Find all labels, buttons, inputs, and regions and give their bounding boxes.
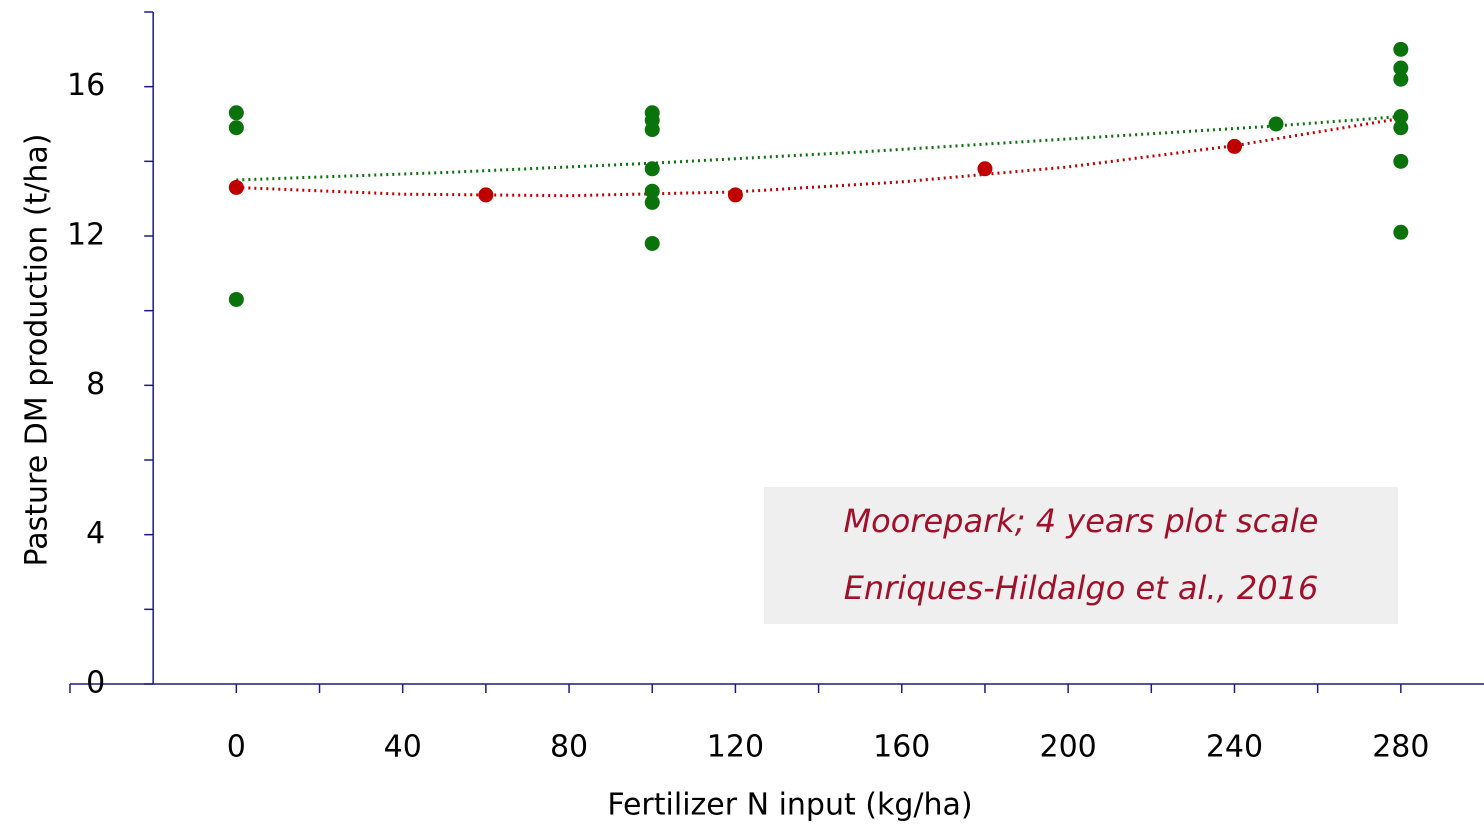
trendline	[236, 115, 1401, 182]
x-tick-label: 120	[707, 730, 764, 765]
point	[228, 105, 244, 121]
point	[727, 187, 743, 203]
point	[644, 183, 660, 199]
point	[1393, 224, 1409, 240]
point	[228, 120, 244, 136]
point	[1393, 60, 1409, 76]
x-tick-label: 160	[873, 730, 930, 765]
y-tick-label: 4	[86, 516, 105, 551]
point	[228, 179, 244, 195]
x-tick-label: 40	[384, 730, 422, 765]
point	[1393, 41, 1409, 57]
point	[1393, 71, 1409, 87]
y-tick-label: 0	[86, 666, 105, 701]
y-axis-label: Pasture DM production (t/ha)	[20, 133, 55, 566]
trendline	[236, 116, 1402, 198]
annotation: Moorepark; 4 years plot scale	[844, 502, 1319, 540]
point	[1393, 120, 1409, 136]
y-tick-label: 12	[67, 218, 105, 253]
point	[644, 122, 660, 138]
annotation: Enriques-Hildalgo et al., 2016	[844, 569, 1319, 607]
x-tick-label: 200	[1039, 730, 1096, 765]
x-axis-label: Fertilizer N input (kg/ha)	[607, 788, 972, 823]
point	[1268, 116, 1284, 132]
x-tick-label: 0	[227, 730, 246, 765]
y-tick-label: 16	[67, 68, 105, 103]
point	[1393, 109, 1409, 125]
point	[1393, 153, 1409, 169]
point	[977, 161, 993, 177]
x-tick-label: 280	[1372, 730, 1429, 765]
y-tick-label: 8	[86, 367, 105, 402]
x-tick-label: 80	[550, 730, 588, 765]
annotation-box	[764, 487, 1398, 624]
point	[478, 187, 494, 203]
point	[1226, 138, 1242, 154]
point	[644, 235, 660, 251]
point	[644, 194, 660, 210]
point	[644, 161, 660, 177]
point	[228, 291, 244, 307]
x-tick-label: 240	[1206, 730, 1263, 765]
